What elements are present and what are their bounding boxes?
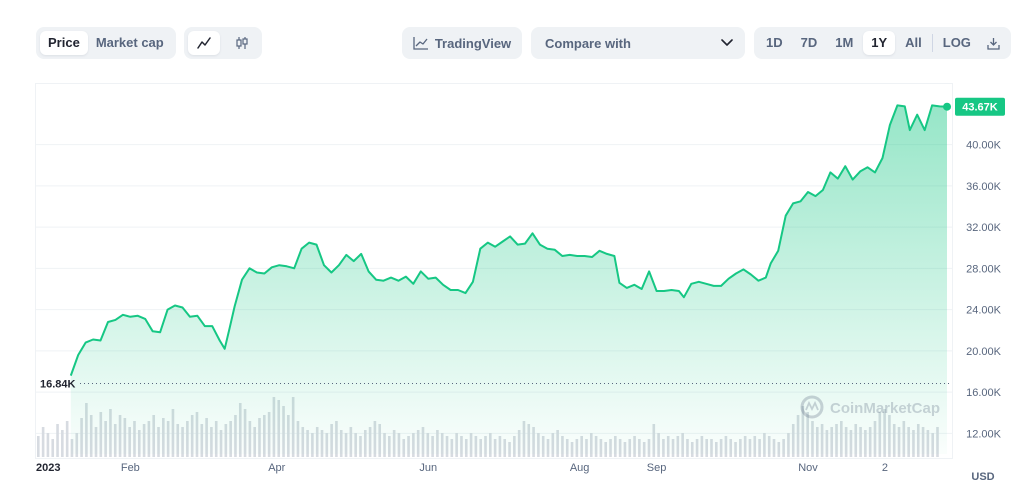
line-chart-icon	[197, 37, 211, 49]
compare-with-label: Compare with	[545, 35, 631, 51]
chart-toolbar: Price Market cap TradingView Compare wit…	[0, 0, 1023, 70]
volume-bar	[56, 424, 59, 457]
x-tick-label: Nov	[798, 462, 818, 474]
download-icon	[987, 37, 1001, 50]
y-axis: 12.00K 16.00K 20.00K 24.00K 28.00K 32.00K 36.0…	[966, 140, 1002, 441]
volume-bar	[41, 427, 45, 457]
log-toggle[interactable]: LOG	[942, 35, 971, 50]
candlestick-icon	[236, 37, 248, 49]
last-price-badge: 43.67K	[955, 97, 1005, 116]
range-all[interactable]: All	[905, 35, 922, 50]
tradingview-button[interactable]: TradingView	[402, 27, 522, 59]
watermark-text: CoinMarketCap	[830, 400, 940, 417]
x-tick-label: Feb	[121, 462, 140, 474]
range-divider	[931, 34, 933, 52]
chart-svg: 12.00K 16.00K 20.00K 24.00K 28.00K 32.00K 36.0…	[35, 83, 1005, 483]
chevron-down-icon	[721, 39, 733, 46]
y-tick-label: 24.00K	[966, 305, 1002, 317]
download-button[interactable]	[981, 31, 1007, 55]
x-tick-label: 2	[882, 462, 888, 474]
currency-label: USD	[971, 471, 994, 483]
compare-with-select[interactable]: Compare with	[531, 27, 745, 59]
last-price-badge-bg	[955, 97, 1005, 116]
range-toggle: 1D 7D 1M 1Y All LOG	[754, 27, 1011, 59]
tradingview-icon	[413, 37, 428, 50]
y-tick-label: 36.00K	[966, 181, 1002, 193]
y-tick-label: 40.00K	[966, 140, 1002, 152]
chart-type-toggle	[184, 27, 262, 59]
line-chart-button[interactable]	[188, 31, 220, 55]
tradingview-label: TradingView	[434, 35, 512, 51]
volume-bar	[37, 436, 40, 457]
volume-bar	[65, 421, 69, 457]
price-chart[interactable]: 12.00K 16.00K 20.00K 24.00K 28.00K 32.00K 36.0…	[0, 70, 1023, 491]
volume-bar	[46, 433, 50, 457]
volume-bar	[61, 430, 64, 457]
range-7d[interactable]: 7D	[800, 35, 818, 50]
x-tick-label: Aug	[570, 462, 590, 474]
x-axis: 2023 Feb Apr Jun Aug Sep Nov 2	[36, 462, 888, 474]
plot-frame	[35, 83, 953, 459]
x-tick-label: 2023	[36, 462, 60, 474]
x-tick-label: Jun	[419, 462, 437, 474]
y-tick-label: 32.00K	[966, 222, 1002, 234]
tab-market-cap[interactable]: Market cap	[95, 35, 164, 50]
x-tick-label: Apr	[268, 462, 285, 474]
y-tick-label: 16.00K	[966, 387, 1002, 399]
price-line	[69, 104, 948, 376]
y-tick-label: 12.00K	[966, 428, 1002, 440]
y-tick-label: 20.00K	[966, 346, 1002, 358]
range-1d[interactable]: 1D	[766, 35, 783, 50]
last-price-dot	[943, 102, 952, 111]
volume-bar	[51, 439, 55, 457]
tab-price[interactable]: Price	[40, 31, 88, 55]
range-1y[interactable]: 1Y	[863, 31, 896, 55]
watermark: CoinMarketCap	[800, 395, 940, 419]
view-toggle: Price Market cap	[36, 27, 176, 59]
price-area	[70, 105, 948, 455]
x-tick-label: Sep	[647, 462, 667, 474]
y-tick-label: 28.00K	[966, 263, 1002, 275]
range-1m[interactable]: 1M	[835, 35, 854, 50]
last-price-label: 43.67K	[962, 102, 998, 114]
candlestick-button[interactable]	[226, 31, 258, 55]
baseline-label: 16.84K	[40, 378, 76, 390]
